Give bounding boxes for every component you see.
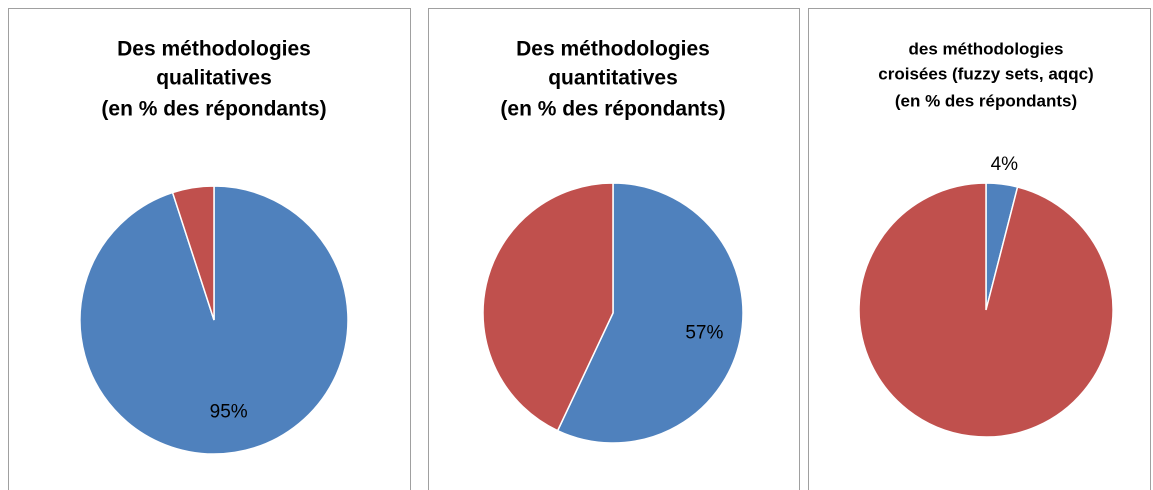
chart-title: qualitatives [156, 67, 272, 90]
chart-title: croisées (fuzzy sets, aqqc) [878, 64, 1093, 83]
chart-title: (en % des répondants) [895, 91, 1077, 110]
data-label: 95% [210, 402, 248, 423]
chart-title: Des méthodologies [117, 38, 311, 61]
pie-slice [171, 185, 215, 321]
pie-slice [556, 182, 744, 444]
pie-slice [482, 182, 614, 432]
data-label: 57% [685, 322, 723, 343]
chart-title: des méthodologies [909, 39, 1064, 58]
chart-title: (en % des répondants) [101, 98, 326, 121]
data-label: 4% [991, 154, 1019, 175]
chart-title: Des méthodologies [516, 38, 710, 61]
pie-slice [858, 182, 1114, 438]
chart-title: quantitatives [548, 67, 678, 90]
chart-title: (en % des répondants) [500, 98, 725, 121]
